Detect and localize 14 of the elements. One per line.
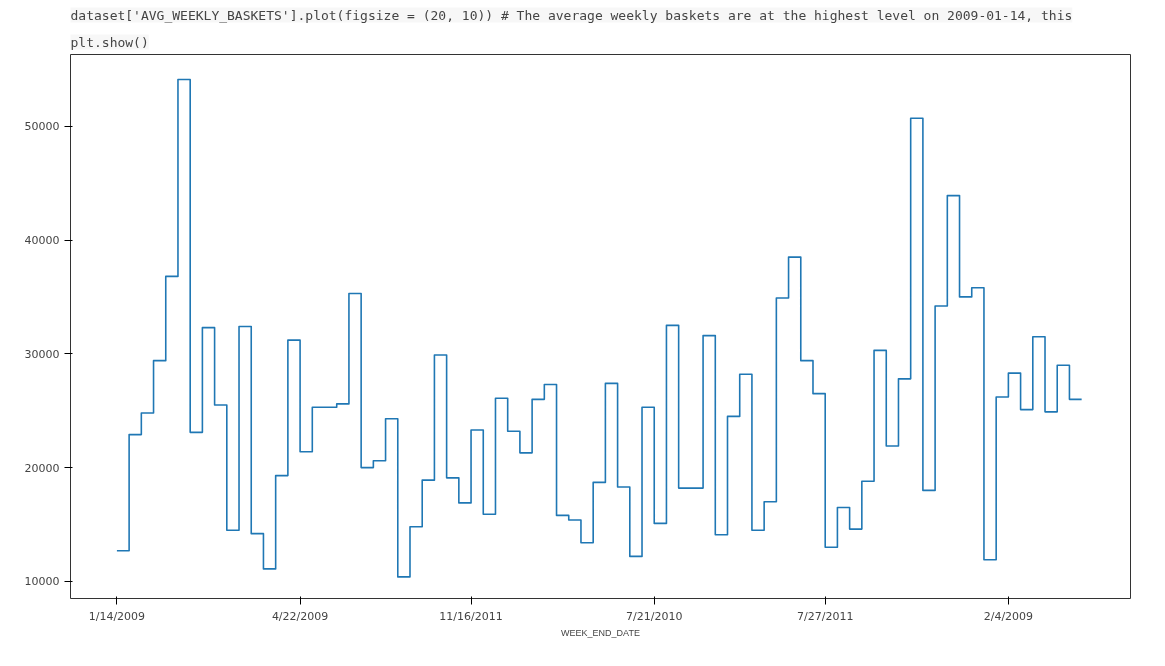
x-tick-label: 4/22/2009 (271, 609, 329, 623)
y-tick-label: 10000 (24, 575, 60, 589)
x-axis-title: WEEK_END_DATE (561, 627, 640, 638)
x-tick-label: 2/4/2009 (983, 609, 1034, 623)
y-tick-label: 20000 (24, 461, 60, 475)
x-tick-label: 7/21/2010 (626, 609, 683, 623)
x-tick-label: 11/16/2011 (439, 609, 503, 623)
text: dataset['AVG_WEEKLY_BASKETS'].plot(figsize = (20, 10)) # The average weekly baskets are at the highest level on 2009-01-14, this (70, 7, 1073, 23)
x-tick-label: 1/14/2009 (88, 609, 146, 623)
x-tick-label: 7/27/2011 (797, 609, 854, 623)
y-tick-label: 50000 (24, 120, 60, 134)
y-tick-label: 30000 (24, 347, 60, 361)
y-tick-label: 40000 (24, 234, 60, 248)
text: plt.show() (70, 34, 149, 50)
